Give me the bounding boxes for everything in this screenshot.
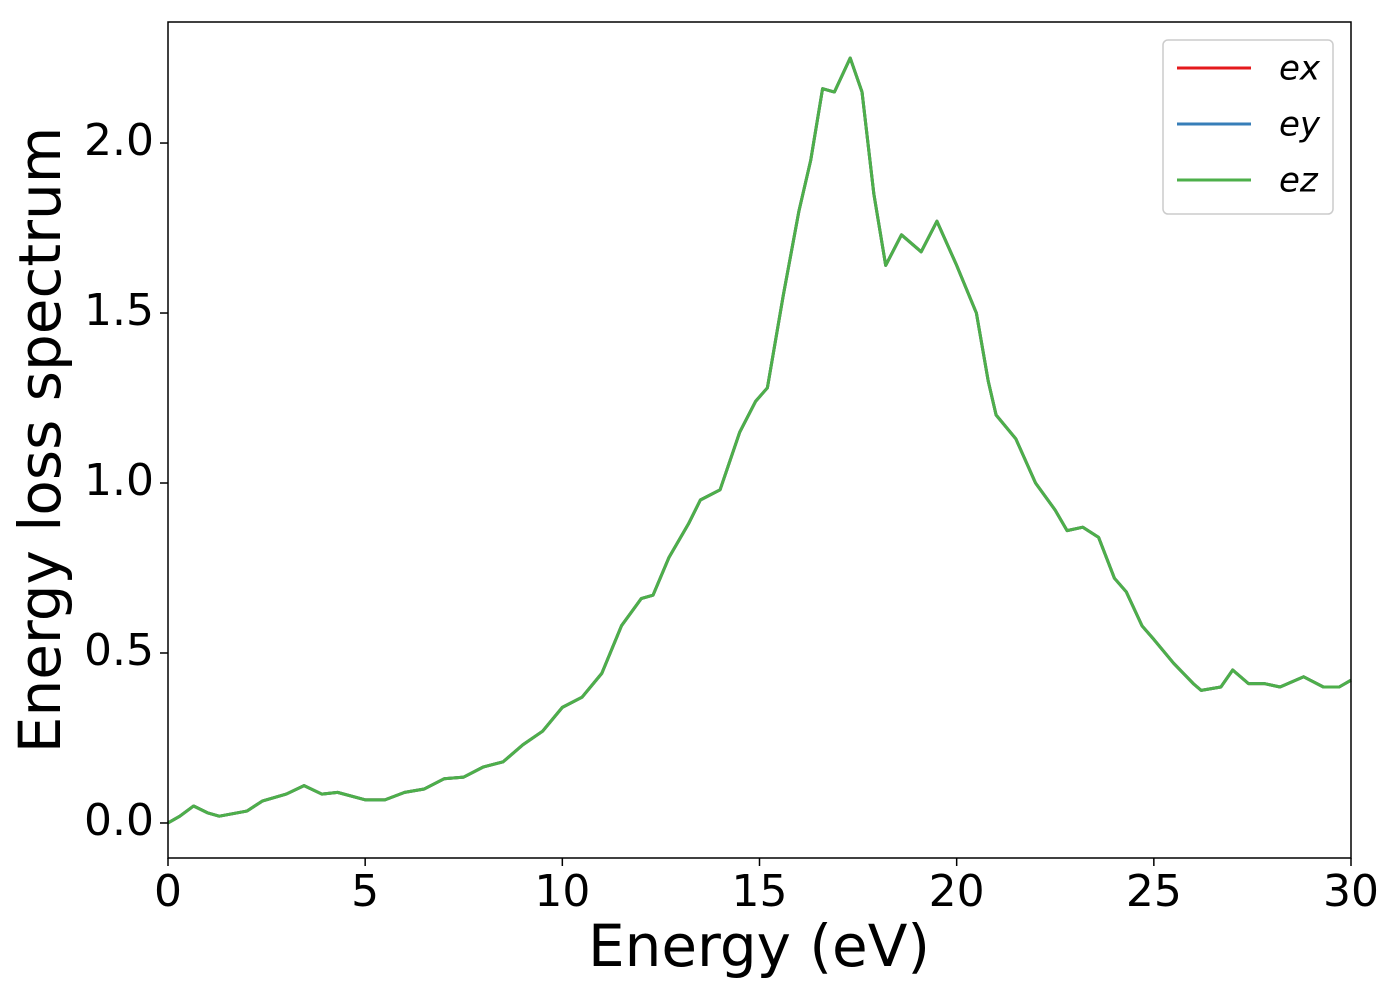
plot-frame (167, 21, 1352, 859)
legend-box (1162, 39, 1334, 215)
legend-label: ey (1279, 105, 1321, 145)
y-tick-label: 0.5 (84, 625, 154, 676)
y-axis-label: Energy loss spectrum (6, 127, 74, 753)
y-tick-label: 0.0 (84, 795, 154, 846)
x-tick-label: 25 (1126, 866, 1182, 917)
x-tick-label: 20 (929, 866, 985, 917)
y-tick-label: 2.0 (84, 115, 154, 166)
y-tick-label: 1.0 (84, 455, 154, 506)
legend-label: ez (1279, 161, 1319, 201)
series-line (167, 56, 1352, 825)
x-tick-label: 30 (1323, 866, 1379, 917)
y-tick-label: 1.5 (84, 285, 154, 336)
x-tick-label: 10 (534, 866, 590, 917)
x-tick-label: 0 (154, 866, 182, 917)
x-tick-label: 15 (732, 866, 788, 917)
legend-label: ex (1279, 49, 1321, 89)
x-axis-label: Energy (eV) (588, 912, 930, 980)
x-tick-label: 5 (351, 866, 379, 917)
